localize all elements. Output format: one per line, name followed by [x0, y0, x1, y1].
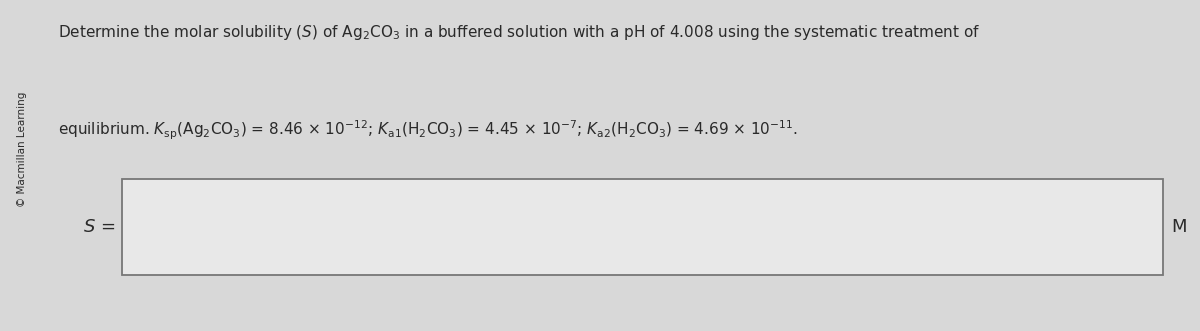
Text: $S$ =: $S$ = [83, 218, 115, 236]
Text: M: M [1171, 218, 1187, 236]
Text: © Macmillan Learning: © Macmillan Learning [17, 91, 26, 207]
FancyBboxPatch shape [122, 179, 1163, 275]
Text: equilibrium. $K_{\mathrm{sp}}$(Ag$_2$CO$_3$) = 8.46 $\times$ 10$^{-12}$; $K_{\ma: equilibrium. $K_{\mathrm{sp}}$(Ag$_2$CO$… [58, 119, 798, 142]
Text: Determine the molar solubility ($S$) of Ag$_2$CO$_3$ in a buffered solution with: Determine the molar solubility ($S$) of … [58, 23, 979, 42]
